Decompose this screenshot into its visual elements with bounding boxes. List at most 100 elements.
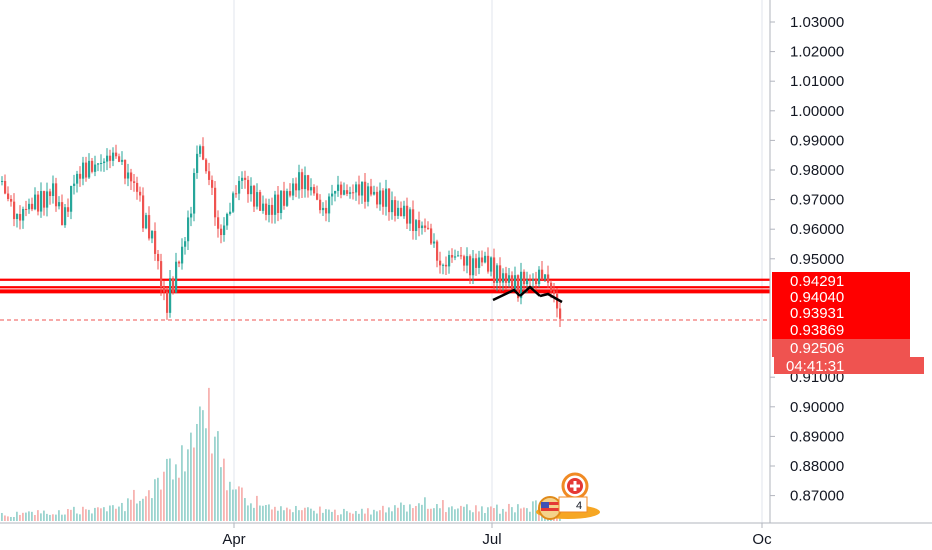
candle-body[interactable] [16, 214, 19, 220]
candle-body[interactable] [400, 207, 403, 217]
candle-body[interactable] [331, 193, 334, 197]
candle-body[interactable] [67, 207, 70, 212]
candle-body[interactable] [436, 241, 439, 261]
candle-body[interactable] [223, 225, 226, 236]
candle-body[interactable] [241, 177, 244, 181]
candle-body[interactable] [22, 208, 25, 221]
candle-body[interactable] [181, 246, 184, 264]
candle-body[interactable] [199, 146, 202, 154]
candle-body[interactable] [421, 225, 424, 229]
candle-body[interactable] [304, 175, 307, 190]
candle-body[interactable] [277, 194, 280, 214]
candle-body[interactable] [136, 182, 139, 192]
candle-body[interactable] [502, 273, 505, 283]
candle-body[interactable] [70, 185, 73, 212]
candle-body[interactable] [166, 291, 169, 313]
candle-body[interactable] [361, 181, 364, 196]
candle-body[interactable] [160, 261, 163, 288]
candle-body[interactable] [523, 271, 526, 285]
candle-body[interactable] [511, 275, 514, 290]
candle-body[interactable] [79, 173, 82, 179]
candle-body[interactable] [175, 261, 178, 293]
candle-body[interactable] [118, 156, 121, 162]
candle-body[interactable] [340, 184, 343, 195]
candle-body[interactable] [454, 256, 457, 258]
candle-body[interactable] [322, 207, 325, 211]
candle-body[interactable] [499, 265, 502, 283]
candle-body[interactable] [283, 190, 286, 206]
candle-body[interactable] [448, 255, 451, 267]
candle-body[interactable] [352, 192, 355, 194]
candle-body[interactable] [88, 160, 91, 178]
candle-body[interactable] [112, 152, 115, 161]
candle-body[interactable] [295, 183, 298, 191]
candle-body[interactable] [169, 278, 172, 313]
candle-body[interactable] [247, 179, 250, 195]
candle-body[interactable] [43, 191, 46, 208]
candle-body[interactable] [394, 200, 397, 216]
candle-body[interactable] [271, 204, 274, 215]
candle-body[interactable] [307, 175, 310, 191]
candle-body[interactable] [406, 205, 409, 224]
candle-body[interactable] [415, 220, 418, 232]
candle-body[interactable] [49, 191, 52, 197]
candle-body[interactable] [547, 274, 550, 283]
candle-body[interactable] [94, 164, 97, 172]
candlesticks[interactable] [1, 137, 562, 328]
candle-body[interactable] [355, 184, 358, 193]
candle-body[interactable] [31, 203, 34, 210]
candle-body[interactable] [376, 191, 379, 205]
candle-body[interactable] [472, 258, 475, 276]
candle-body[interactable] [139, 191, 142, 196]
event-badges[interactable]: 4 [536, 472, 600, 520]
candle-body[interactable] [190, 213, 193, 218]
candle-body[interactable] [250, 185, 253, 195]
candle-body[interactable] [73, 183, 76, 186]
candle-body[interactable] [61, 202, 64, 226]
candle-body[interactable] [478, 257, 481, 268]
candle-body[interactable] [430, 228, 433, 244]
candle-body[interactable] [52, 183, 55, 197]
candle-body[interactable] [58, 202, 61, 207]
candle-body[interactable] [103, 161, 106, 163]
candle-body[interactable] [460, 255, 463, 257]
candle-body[interactable] [526, 279, 529, 285]
candle-body[interactable] [256, 192, 259, 207]
candle-body[interactable] [328, 196, 331, 214]
candle-body[interactable] [490, 257, 493, 272]
candle-body[interactable] [133, 181, 136, 183]
candle-body[interactable] [28, 203, 31, 210]
candle-body[interactable] [274, 194, 277, 215]
us-flag-event-icon[interactable]: 4 [536, 496, 600, 520]
candle-body[interactable] [127, 172, 130, 179]
time-axis[interactable]: Apr Jul Oc [0, 522, 932, 548]
candle-body[interactable] [466, 256, 469, 266]
candle-body[interactable] [211, 179, 214, 188]
candle-body[interactable] [205, 159, 208, 172]
candle-body[interactable] [214, 187, 217, 218]
candle-body[interactable] [484, 255, 487, 263]
candle-body[interactable] [208, 171, 211, 180]
candle-body[interactable] [337, 184, 340, 191]
candle-body[interactable] [25, 208, 28, 210]
candle-body[interactable] [301, 172, 304, 190]
candle-body[interactable] [268, 204, 271, 215]
candle-body[interactable] [13, 201, 16, 220]
candle-body[interactable] [532, 279, 535, 281]
candle-body[interactable] [385, 188, 388, 207]
candle-body[interactable] [520, 271, 523, 299]
candle-body[interactable] [289, 191, 292, 196]
candle-body[interactable] [412, 209, 415, 232]
candle-body[interactable] [82, 162, 85, 179]
candle-body[interactable] [265, 203, 268, 215]
candle-body[interactable] [184, 241, 187, 247]
candle-body[interactable] [193, 172, 196, 214]
candle-body[interactable] [367, 186, 370, 202]
candle-body[interactable] [253, 185, 256, 207]
candle-body[interactable] [379, 190, 382, 205]
candle-body[interactable] [310, 187, 313, 191]
alert-badge-icon[interactable] [561, 472, 589, 500]
candle-body[interactable] [391, 200, 394, 213]
candle-body[interactable] [487, 255, 490, 272]
